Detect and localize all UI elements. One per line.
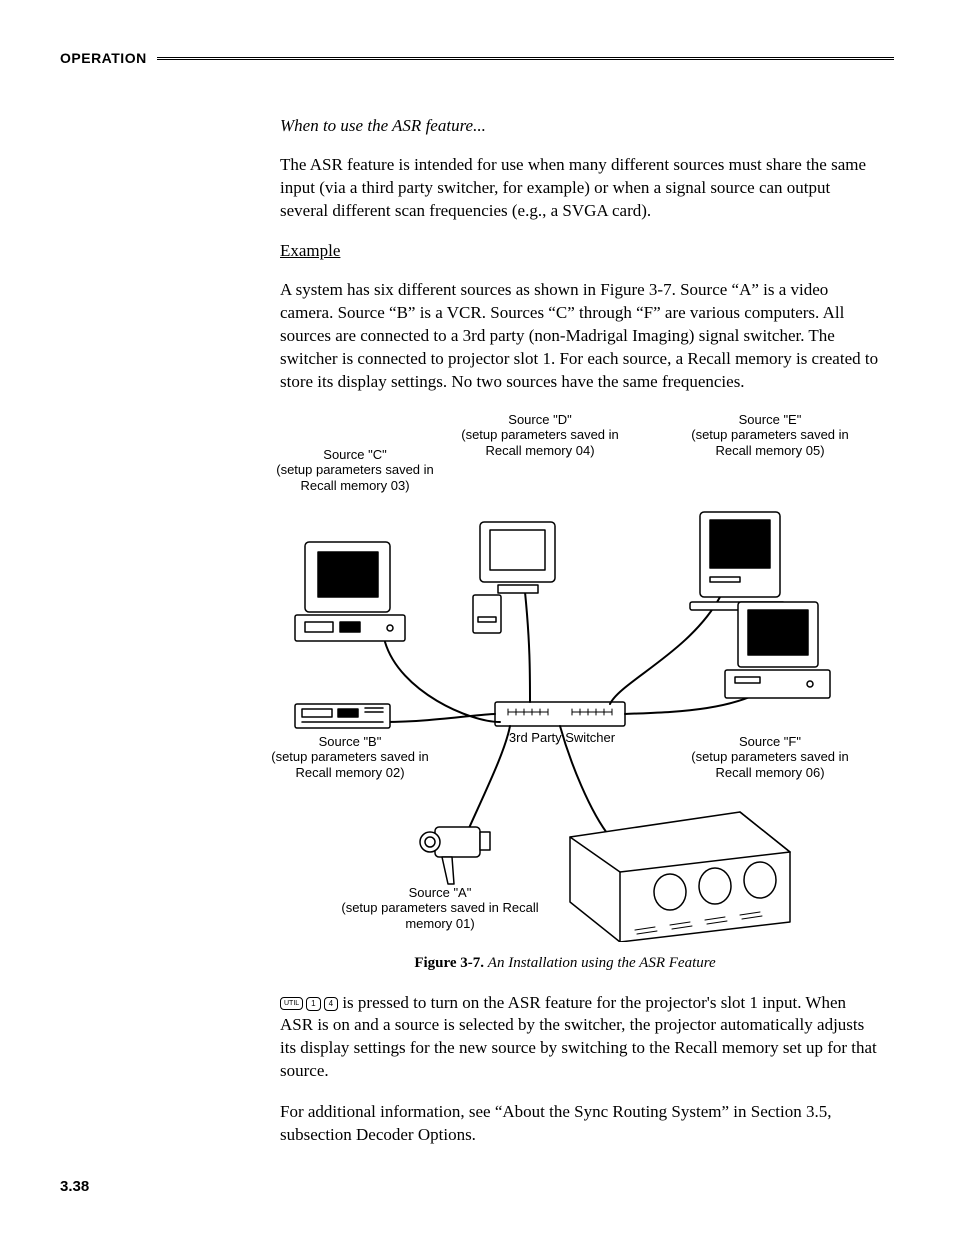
key-4-icon: 4 [324,997,338,1011]
figure-3-7: Source "C" (setup parameters saved in Re… [270,412,860,972]
label-switcher: 3rd Party Switcher [492,730,632,746]
key-util-icon: UTIL [280,997,303,1010]
key-sequence: UTIL 1 4 [280,997,338,1011]
label-source-e: Source "E" (setup parameters saved in Re… [690,412,850,459]
after-figure-text: is pressed to turn on the ASR feature fo… [280,993,877,1081]
section-title: OPERATION [60,50,147,66]
label-source-b: Source "B" (setup parameters saved in Re… [270,734,430,781]
closing-paragraph: For additional information, see “About t… [280,1101,880,1147]
label-source-f: Source "F" (setup parameters saved in Re… [690,734,850,781]
example-paragraph: A system has six different sources as sh… [280,279,880,394]
subheading-italic: When to use the ASR feature... [280,116,880,136]
intro-paragraph: The ASR feature is intended for use when… [280,154,880,223]
figure-caption: Figure 3-7. An Installation using the AS… [270,955,860,972]
figure-title: An Installation using the ASR Feature [488,955,716,971]
main-content: When to use the ASR feature... The ASR f… [280,116,880,1147]
page-header: OPERATION [60,50,894,66]
label-source-a: Source "A" (setup parameters saved in Re… [340,885,540,932]
label-source-c: Source "C" (setup parameters saved in Re… [275,447,435,494]
page-number: 3.38 [60,1178,89,1195]
header-rule [157,57,894,60]
label-source-d: Source "D" (setup parameters saved in Re… [460,412,620,459]
after-figure-paragraph: UTIL 1 4 is pressed to turn on the ASR f… [280,992,880,1084]
key-1-icon: 1 [306,997,320,1011]
example-heading: Example [280,241,880,261]
figure-number: Figure 3-7. [414,955,484,971]
